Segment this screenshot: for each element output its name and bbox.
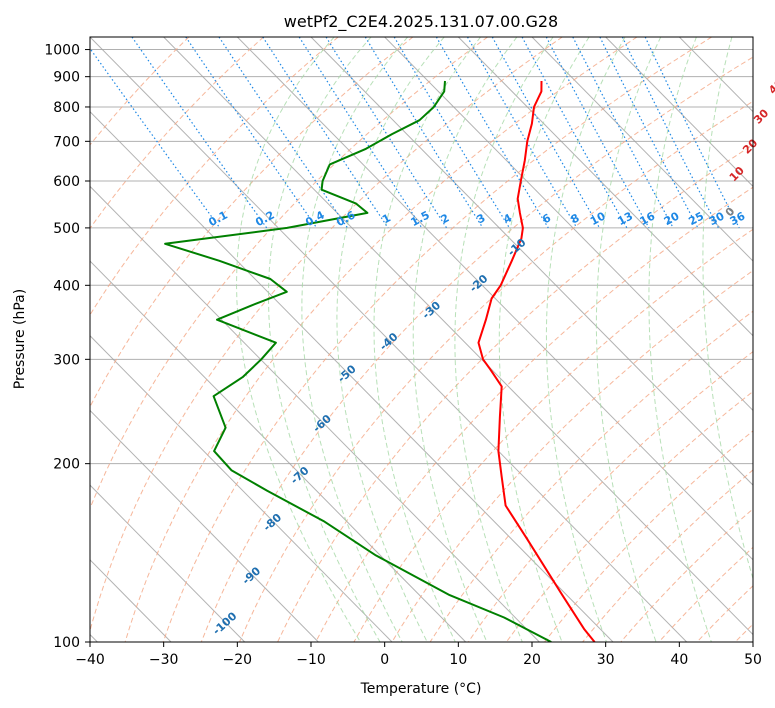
mixing-ratio-line (466, 37, 578, 229)
mixing-ratio-line (364, 37, 484, 229)
dry-adiabat-line (353, 228, 753, 642)
x-tick-label: 30 (597, 652, 615, 668)
isotherm-line (90, 110, 614, 642)
plot-frame (89, 36, 754, 643)
moist-adiabat-line (545, 37, 626, 642)
isotherm-line (90, 335, 393, 642)
dry-adiabat-line (90, 37, 488, 510)
mixing-ratio-line (131, 37, 268, 229)
moist-adiabat-line (595, 37, 662, 642)
x-tick-label: −40 (75, 652, 105, 668)
moist-adiabat-line (336, 37, 445, 642)
isotherm-line (236, 37, 753, 561)
dewpoint-profile-line (164, 80, 552, 642)
mixing-ratio-line (325, 37, 448, 229)
dry-adiabat-line (467, 351, 753, 642)
moist-adiabat-line (702, 37, 753, 581)
mixing-ratio-line (90, 47, 221, 229)
mixing-ratio-label: 13 (615, 209, 635, 228)
dry-adiabat-line (90, 37, 414, 408)
mixing-ratio-line (185, 37, 318, 229)
y-tick-label: 1000 (44, 43, 80, 59)
moist-adiabat-line (648, 37, 712, 642)
dry-adiabat-line (429, 310, 753, 642)
y-tick-label: 700 (53, 134, 80, 150)
mixing-ratio-line (521, 37, 628, 229)
x-tick-label: 0 (380, 652, 389, 668)
y-tick-label: 200 (53, 457, 80, 473)
x-tick-label: −20 (223, 652, 253, 668)
mixing-ratio-line (644, 37, 740, 229)
profiles (164, 80, 596, 642)
dry-adiabat-line (90, 37, 339, 316)
x-tick-label: 40 (670, 652, 688, 668)
x-axis-label: Temperature (°C) (360, 681, 482, 697)
y-tick-label: 100 (53, 635, 80, 651)
mixing-ratio-line (393, 37, 510, 229)
moist-adiabat-line (235, 37, 361, 642)
isotherm-line (310, 37, 753, 486)
dry-adiabat-label: 40 (766, 77, 775, 97)
temperature-profile-line (477, 80, 596, 642)
mixing-ratio-label: 25 (686, 209, 706, 228)
background-lines (90, 37, 753, 642)
isotherm-line (605, 37, 753, 188)
dry-adiabat-line (582, 469, 753, 642)
y-tick-label: 300 (53, 352, 80, 368)
dry-adiabat-line (162, 37, 712, 642)
mixing-ratio-label: 16 (638, 209, 658, 228)
axes: −40 −30 −20 −10 0 10 20 30 40 50 1000 900 800 700 600 5… (44, 43, 762, 668)
moist-adiabat-line (454, 37, 554, 642)
moist-adiabat-line (267, 37, 381, 642)
isotherm-line (457, 37, 753, 337)
dry-adiabat-line (505, 390, 753, 642)
dry-adiabat-line (239, 100, 753, 642)
dry-adiabat-line (200, 56, 753, 642)
mixing-ratio-label: 10 (588, 209, 608, 228)
dry-adiabat-line (90, 37, 563, 633)
x-tick-label: 10 (449, 652, 467, 668)
moist-adiabat-line (412, 37, 518, 642)
mixing-ratio-line (491, 37, 601, 229)
y-tick-label: 900 (53, 70, 80, 86)
isotherm-line (90, 185, 540, 642)
isotherm-line (90, 260, 467, 642)
x-tick-label: 20 (523, 652, 541, 668)
y-tick-label: 500 (53, 221, 80, 237)
dry-adiabat-line (90, 37, 190, 146)
dry-adiabat-line (315, 186, 753, 642)
y-tick-label: 800 (53, 100, 80, 116)
mixing-ratio-label: 30 (707, 209, 727, 228)
x-tick-label: −30 (149, 652, 179, 668)
x-tick-label: 50 (744, 652, 762, 668)
isotherm-line (90, 409, 319, 642)
y-tick-label: 600 (53, 174, 80, 190)
y-axis-label: Pressure (hPa) (12, 289, 28, 389)
isotherm-line (90, 484, 246, 642)
chart-title: wetPf2_C2E4.2025.131.07.00.G28 (284, 12, 558, 32)
mixing-ratio-line (435, 37, 549, 229)
isotherm-line (384, 37, 753, 412)
dry-adiabat-line (277, 144, 753, 642)
mixing-ratio-line (545, 37, 650, 229)
mixing-ratio-line (298, 37, 423, 229)
x-tick-label: −10 (296, 652, 326, 668)
isotherm-line (163, 37, 753, 636)
mixing-ratio-label: 36 (728, 209, 748, 228)
isotherm-line (90, 37, 688, 642)
isotherm-line (531, 37, 753, 262)
mixing-ratio-label: 20 (662, 209, 682, 228)
y-tick-label: 400 (53, 278, 80, 294)
